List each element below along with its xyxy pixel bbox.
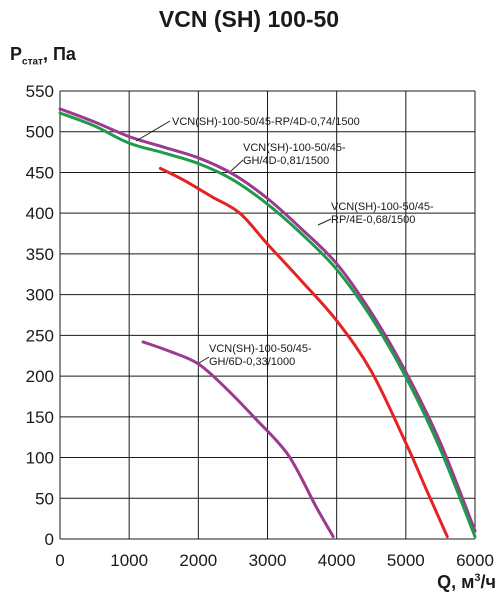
y-tick-label: 250 xyxy=(26,326,54,345)
annotation-2-line-0: VCN(SH)-100-50/45- xyxy=(331,201,434,213)
annotation-leader-3 xyxy=(199,357,209,363)
annotation-1-line-0: VCN(SH)-100-50/45- xyxy=(243,142,346,154)
annotation-label-0: VCN(SH)-100-50/45-RP/4D-0,74/1500 xyxy=(172,116,360,128)
annotation-leader-0 xyxy=(136,121,170,141)
y-tick-label: 350 xyxy=(26,245,54,264)
y-tick-label: 500 xyxy=(26,123,54,142)
annotation-3-line-1: GH/6D-0,33/1000 xyxy=(209,356,295,368)
annotation-3-line-0: VCN(SH)-100-50/45- xyxy=(209,343,312,355)
y-tick-label: 300 xyxy=(26,286,54,305)
x-tick-label: 5000 xyxy=(387,551,425,570)
y-tick-label: 50 xyxy=(35,489,54,508)
series-line-3 xyxy=(143,342,333,537)
annotation-2-line-1: RP/4E-0,68/1500 xyxy=(331,214,415,226)
x-tick-label: 0 xyxy=(55,551,64,570)
y-tick-label: 400 xyxy=(26,204,54,223)
annotation-0-line-0: VCN(SH)-100-50/45-RP/4D-0,74/1500 xyxy=(172,116,360,128)
x-tick-label: 2000 xyxy=(179,551,217,570)
x-tick-label: 6000 xyxy=(456,551,494,570)
annotation-leader-2 xyxy=(318,219,331,225)
annotation-label-3: VCN(SH)-100-50/45-GH/6D-0,33/1000 xyxy=(209,343,312,368)
y-tick-label: 450 xyxy=(26,163,54,182)
y-tick-label: 150 xyxy=(26,408,54,427)
x-tick-label: 1000 xyxy=(110,551,148,570)
y-tick-label: 200 xyxy=(26,367,54,386)
x-tick-label: 3000 xyxy=(249,551,287,570)
y-tick-label: 550 xyxy=(26,82,54,101)
annotation-leader-1 xyxy=(231,160,243,171)
annotation-1-line-1: GH/4D-0,81/1500 xyxy=(243,155,329,167)
y-tick-label: 0 xyxy=(45,530,54,549)
x-tick-label: 4000 xyxy=(318,551,356,570)
annotations: VCN(SH)-100-50/45-RP/4D-0,74/1500 VCN(SH… xyxy=(136,116,434,368)
annotation-label-1: VCN(SH)-100-50/45-GH/4D-0,81/1500 xyxy=(243,142,346,167)
y-tick-label: 100 xyxy=(26,449,54,468)
